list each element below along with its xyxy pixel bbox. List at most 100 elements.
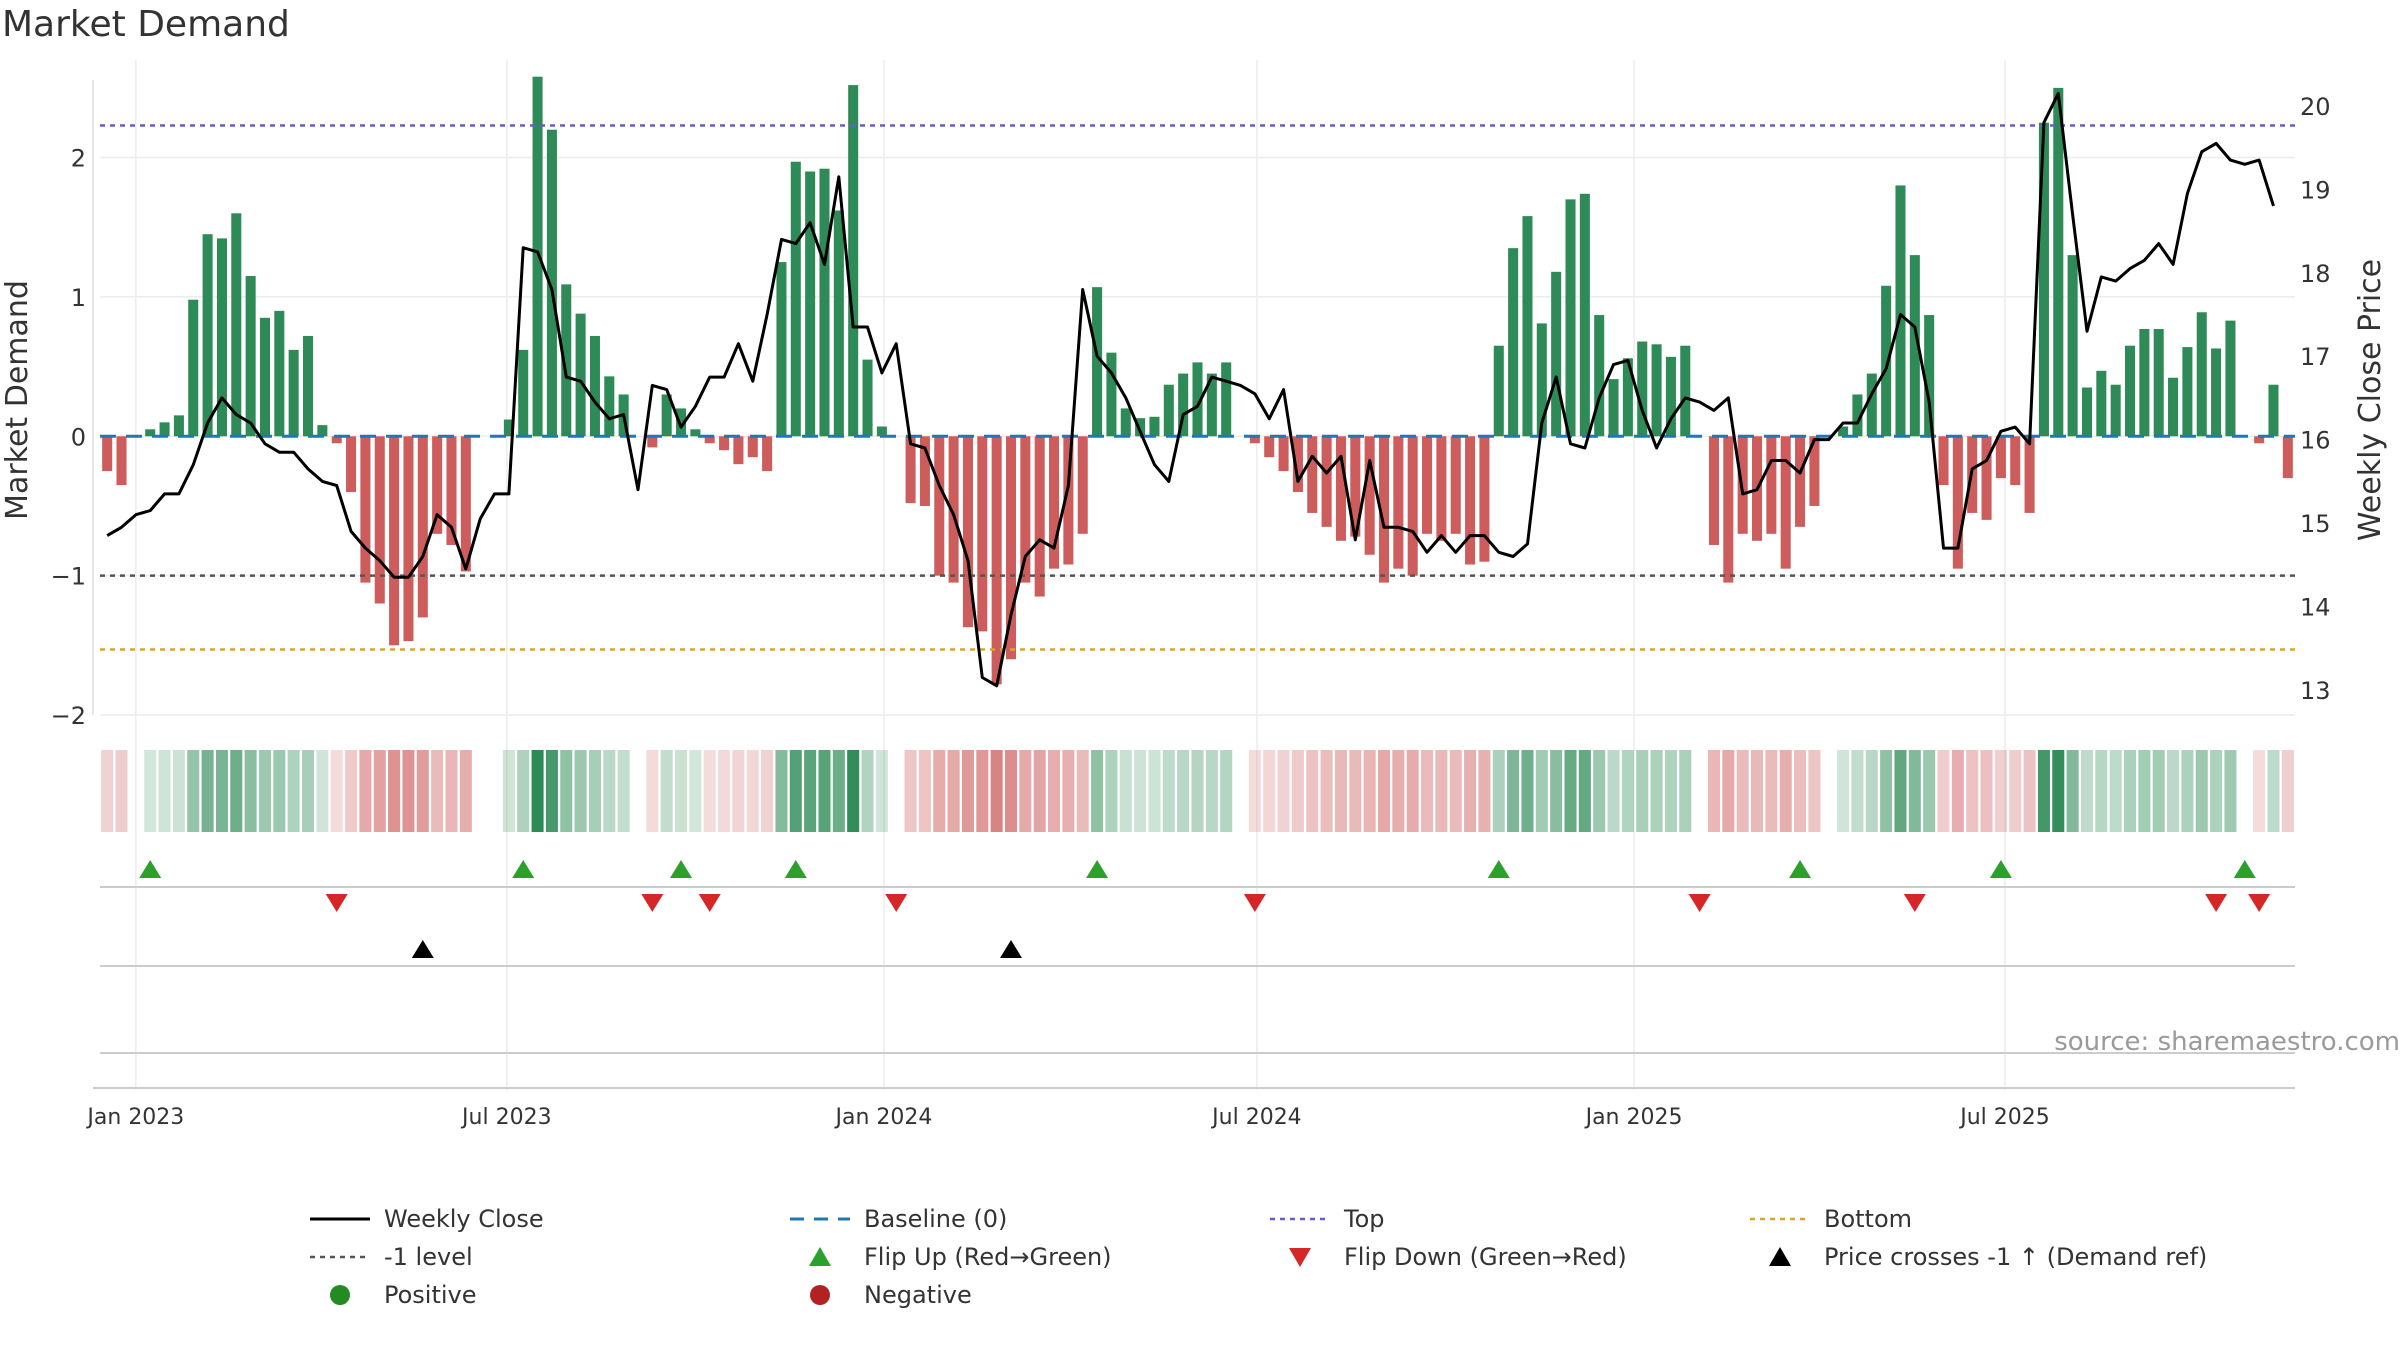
heat-cell: [545, 750, 558, 832]
heat-cell: [646, 750, 659, 832]
demand-bar: [1866, 373, 1877, 437]
demand-bar: [1092, 287, 1103, 437]
y2-tick-label: 14: [2300, 594, 2331, 622]
demand-bar: [1938, 436, 1949, 486]
demand-bar: [346, 436, 357, 493]
legend-item-flip_up: Flip Up (Red→Green): [790, 1238, 1112, 1276]
demand-bar: [2010, 436, 2021, 486]
heat-cell: [2109, 750, 2122, 832]
demand-bar: [719, 436, 730, 451]
demand-bar: [905, 436, 916, 504]
heat-cell: [1736, 750, 1749, 832]
heat-cell: [502, 750, 515, 832]
heat-cell: [1248, 750, 1261, 832]
heat-cell: [2224, 750, 2237, 832]
legend-item-baseline: Baseline (0): [790, 1200, 1007, 1238]
legend-item-bottom: Bottom: [1750, 1200, 1912, 1238]
flip-up-marker: [1989, 860, 2012, 878]
demand-bar: [575, 313, 586, 437]
demand-bar: [1852, 394, 1863, 437]
demand-bar: [819, 168, 830, 437]
heat-cell: [1464, 750, 1477, 832]
heat-cell: [2095, 750, 2108, 832]
y2-tick-label: 17: [2300, 343, 2331, 371]
demand-bar: [1881, 285, 1892, 437]
heat-cell: [1535, 750, 1548, 832]
heat-cell: [1349, 750, 1362, 832]
demand-bar: [790, 161, 801, 437]
demand-bar: [1465, 436, 1476, 565]
heat-cell: [459, 750, 472, 832]
heat-cell: [388, 750, 401, 832]
y-tick-label: −1: [51, 563, 86, 591]
y2-tick-label: 18: [2300, 260, 2331, 288]
heat-cell: [1091, 750, 1104, 832]
legend-label: Price crosses -1 ↑ (Demand ref): [1824, 1243, 2208, 1271]
heat-cell: [1664, 750, 1677, 832]
demand-bar: [288, 349, 299, 437]
demand-bar: [1106, 352, 1117, 437]
heat-cell: [918, 750, 931, 832]
heat-cell: [1277, 750, 1290, 832]
heat-cell: [1521, 750, 1534, 832]
demand-bar: [102, 436, 113, 472]
heat-cell: [1478, 750, 1491, 832]
heat-cell: [1837, 750, 1850, 832]
legend-item-minus_one: -1 level: [310, 1238, 473, 1276]
flip-down-marker: [885, 894, 908, 912]
demand-bar: [1981, 436, 1992, 520]
heat-cell: [1492, 750, 1505, 832]
demand-bar: [417, 436, 428, 618]
demand-bar: [991, 436, 1002, 685]
demand-bar: [503, 419, 514, 437]
demand-bar: [173, 415, 184, 437]
demand-bar: [259, 317, 271, 437]
demand-bar: [647, 436, 658, 448]
heat-cell: [416, 750, 429, 832]
demand-bar: [532, 76, 543, 437]
demand-bar: [546, 129, 557, 437]
heat-cell: [1263, 750, 1276, 832]
demand-bar: [116, 436, 127, 486]
heat-cell: [675, 750, 688, 832]
legend-swatch: [1750, 1217, 1810, 1221]
flip-down-marker: [325, 894, 348, 912]
flip-up-marker: [784, 860, 807, 878]
y-tick-label: −2: [51, 702, 86, 730]
demand-bar: [1809, 436, 1820, 506]
heat-cell: [890, 750, 902, 832]
heat-cell: [1951, 750, 1964, 832]
heat-cell: [2037, 750, 2050, 832]
demand-bar: [2067, 255, 2078, 437]
demand-bar: [1178, 373, 1189, 437]
demand-bar: [1493, 345, 1504, 437]
y2-tick-label: 13: [2300, 677, 2331, 705]
demand-bar: [317, 425, 328, 437]
demand-bar: [432, 436, 443, 534]
heat-cell: [115, 750, 128, 832]
demand-bar: [159, 422, 170, 437]
heat-cell: [689, 750, 702, 832]
heat-cell: [1980, 750, 1993, 832]
heat-cell: [101, 750, 114, 832]
demand-bar: [1895, 185, 1906, 437]
heat-cell: [1162, 750, 1175, 832]
heat-cell: [158, 750, 171, 832]
heat-cell: [660, 750, 673, 832]
demand-bar: [1206, 373, 1217, 437]
demand-bar: [589, 335, 600, 437]
demand-bar: [1795, 436, 1806, 527]
heat-cell: [130, 750, 142, 832]
heat-cell: [818, 750, 831, 832]
heat-cell: [1564, 750, 1577, 832]
heat-cell: [1507, 750, 1520, 832]
demand-bar: [2268, 384, 2279, 437]
demand-bar: [862, 359, 873, 437]
source-label: source: sharemaestro.com: [2054, 1027, 2400, 1057]
demand-bar: [977, 436, 988, 632]
demand-bar: [2225, 320, 2236, 437]
demand-bar: [2053, 87, 2064, 437]
demand-bar: [1479, 436, 1490, 562]
heat-cell: [1880, 750, 1893, 832]
